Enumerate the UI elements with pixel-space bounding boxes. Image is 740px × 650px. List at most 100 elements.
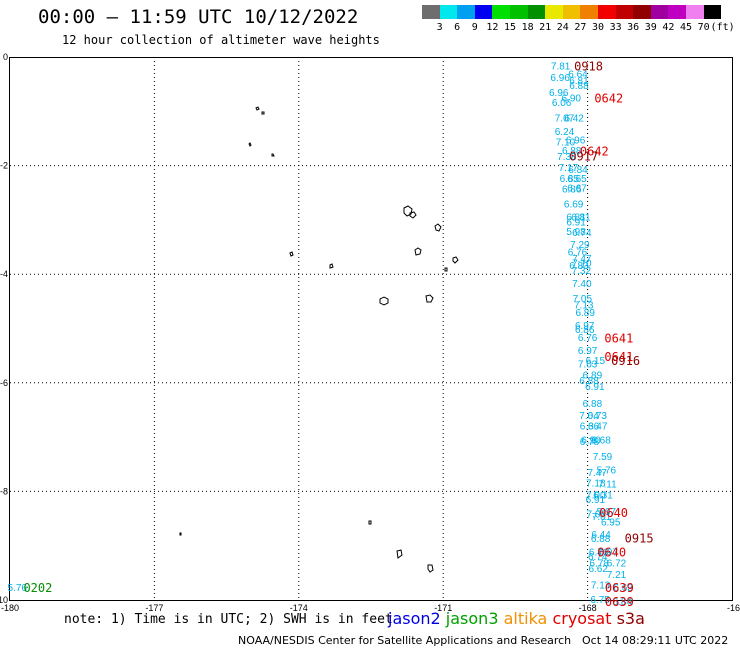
wave-height-label: 6.74 [588,552,608,563]
island-outline [368,520,372,525]
wave-height-label: 6.86 [562,184,582,195]
island-outline [403,205,413,217]
legend-label: 45 [679,22,693,33]
x-tick-label: -174 [290,603,308,613]
x-tick-label: -16 [727,603,740,613]
legend-swatch [668,5,686,19]
wave-height-label: 7.04 [579,411,599,422]
wave-height-label: 7.81 [551,62,571,73]
island-outline [452,256,459,264]
islands [179,106,459,573]
wave-height-label: 6.88 [583,399,603,410]
legend-swatch [650,5,669,19]
wave-height-label: 6.72 [607,559,627,570]
wave-height-label: 6.90 [581,435,601,446]
wave-height-label: 6.97 [599,548,619,559]
legend-swatch [615,5,634,19]
wave-height-label: 6.75 [590,595,610,606]
wave-height-label: 6.81 [566,213,586,224]
wave-height-label: 7.13 [574,301,594,312]
wave-height-label: 6.83 [569,261,589,272]
wave-height-label: 6.63 [613,583,633,594]
legend-swatch [527,5,546,19]
legend-swatch [633,5,651,19]
legend-label: 30 [591,22,605,33]
x-tick-label: -177 [145,603,163,613]
wave-height-label: 6.89 [583,371,603,382]
legend-label: 12 [486,22,499,33]
satellite-cryosat: cryosat [552,609,612,628]
island-outline [444,267,448,272]
page-title: 00:00 – 11:59 UTC 10/12/2022 [38,6,359,28]
wave-height-label: 6.90 [562,94,582,105]
legend-swatch [457,5,475,19]
wave-height-label: 6.84 [568,165,588,176]
wave-height-label: 6.81 [569,76,589,87]
wave-height-label: 6.88 [591,534,611,545]
wave-height-label: 6.64 [568,69,588,80]
wave-height-label: 6.91 [585,382,605,393]
wave-height-label: 6.24 [555,127,575,138]
island-outline [427,564,434,573]
wave-height-label: 6.96 [549,88,569,99]
satellite-s3a: s3a [616,609,645,628]
wave-height-label: 7.07 [587,510,607,521]
island-outline [289,251,294,257]
wave-height-label: 6.65 [567,174,587,185]
island-outline [425,294,434,303]
pass-time-label: 0641 [604,332,633,346]
wave-height-label: 6.68 [591,435,611,446]
wave-height-label: 6.76 [568,247,588,258]
wave-height-label: 6.76 [589,548,609,559]
satellite-jason3: jason3 [445,609,499,628]
wave-height-label: 6.81 [571,213,591,224]
wave-height-label: 6.76 [578,333,598,344]
pass-time-label: 0639 [605,595,634,609]
wave-height-label: 6.15 [586,356,606,367]
pass-time-label: 0642 [594,92,623,106]
wave-height-label: 5.76 [7,583,27,594]
pass-time-label: 0641 [604,350,633,364]
y-tick-label: -8 [0,486,8,496]
wave-height-label: 7.40 [572,279,592,290]
pass-time-label: 0918 [574,60,603,74]
pass-time-label: 0202 [23,581,52,595]
y-tick-label: 0 [3,52,8,62]
legend-label: 70 [697,22,710,33]
legend-swatch [545,5,563,19]
y-tick-label: -4 [0,269,8,279]
legend-label: 33 [609,22,622,33]
wave-height-label: 6.88 [562,146,582,157]
credit-left: NOAA/NESDIS Center for Satellite Applica… [238,634,572,647]
wave-height-label: 7.32 [572,266,592,277]
y-tick-label: -2 [0,161,8,171]
wave-height-label: 6.88 [579,376,599,387]
wave-height-label: 6.91 [566,218,586,229]
wave-height-label: 7.59 [593,452,613,463]
wave-height-label: 6.74 [572,228,592,239]
map-frame [9,57,733,601]
map-grid: -180 -177 -174 -171 -168 -16 0 -2 -4 -6 -8 -10 [0,52,740,613]
island-outline [434,223,442,232]
wave-height-label: 7.29 [570,240,590,251]
footnote: note: 1) Time is in UTC; 2) SWH is in fe… [64,612,393,627]
pass-time-label: 0916 [611,354,640,368]
wave-height-label: 7.47 [572,254,592,265]
satellite-altika: altika [503,609,548,628]
legend-swatch [598,5,616,19]
wave-height-label: 7.00 [586,491,606,502]
wave-height-label: 6.78 [589,559,609,570]
x-tick-label: -171 [434,603,452,613]
credit-right: Oct 14 08:29:11 UTC 2022 [582,634,729,647]
wave-height-label: 7.17 [559,163,579,174]
wave-height-label: 7.38 [557,152,577,163]
wave-height-label: 6.47 [588,422,608,433]
wave-height-label: 6.73 [587,411,607,422]
legend-label: 6 [454,22,461,33]
legend-swatch [510,5,528,19]
wave-height-label: 5.98 [566,227,586,238]
wave-height-label: 6.62 [588,564,608,575]
wave-height-label: 6.86 [575,325,595,336]
wave-height-label: 6.96 [550,73,570,84]
legend-label: 39 [644,22,657,33]
